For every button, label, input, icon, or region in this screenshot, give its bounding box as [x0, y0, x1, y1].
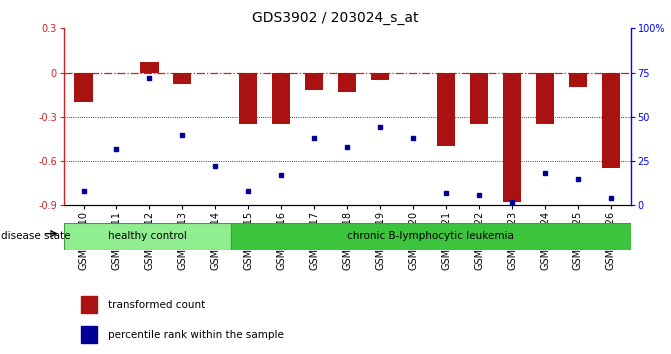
Bar	[240, 73, 258, 124]
Bar	[503, 73, 521, 202]
Bar	[64, 223, 231, 250]
Bar	[437, 73, 455, 146]
Bar	[81, 326, 97, 343]
Text: healthy control: healthy control	[107, 231, 187, 241]
Bar	[569, 73, 587, 87]
Bar	[231, 223, 631, 250]
Bar	[470, 73, 488, 124]
Bar	[338, 73, 356, 92]
Bar	[272, 73, 291, 124]
Bar	[140, 62, 158, 73]
Text: transformed count: transformed count	[108, 300, 205, 310]
Bar	[173, 73, 191, 84]
Text: percentile rank within the sample: percentile rank within the sample	[108, 330, 284, 340]
Bar	[305, 73, 323, 90]
Bar	[371, 73, 389, 80]
Bar	[536, 73, 554, 124]
Bar	[602, 73, 620, 169]
Text: GDS3902 / 203024_s_at: GDS3902 / 203024_s_at	[252, 11, 419, 25]
Text: chronic B-lymphocytic leukemia: chronic B-lymphocytic leukemia	[347, 231, 514, 241]
Bar	[74, 73, 93, 102]
Text: disease state: disease state	[1, 231, 71, 241]
Bar	[81, 296, 97, 313]
